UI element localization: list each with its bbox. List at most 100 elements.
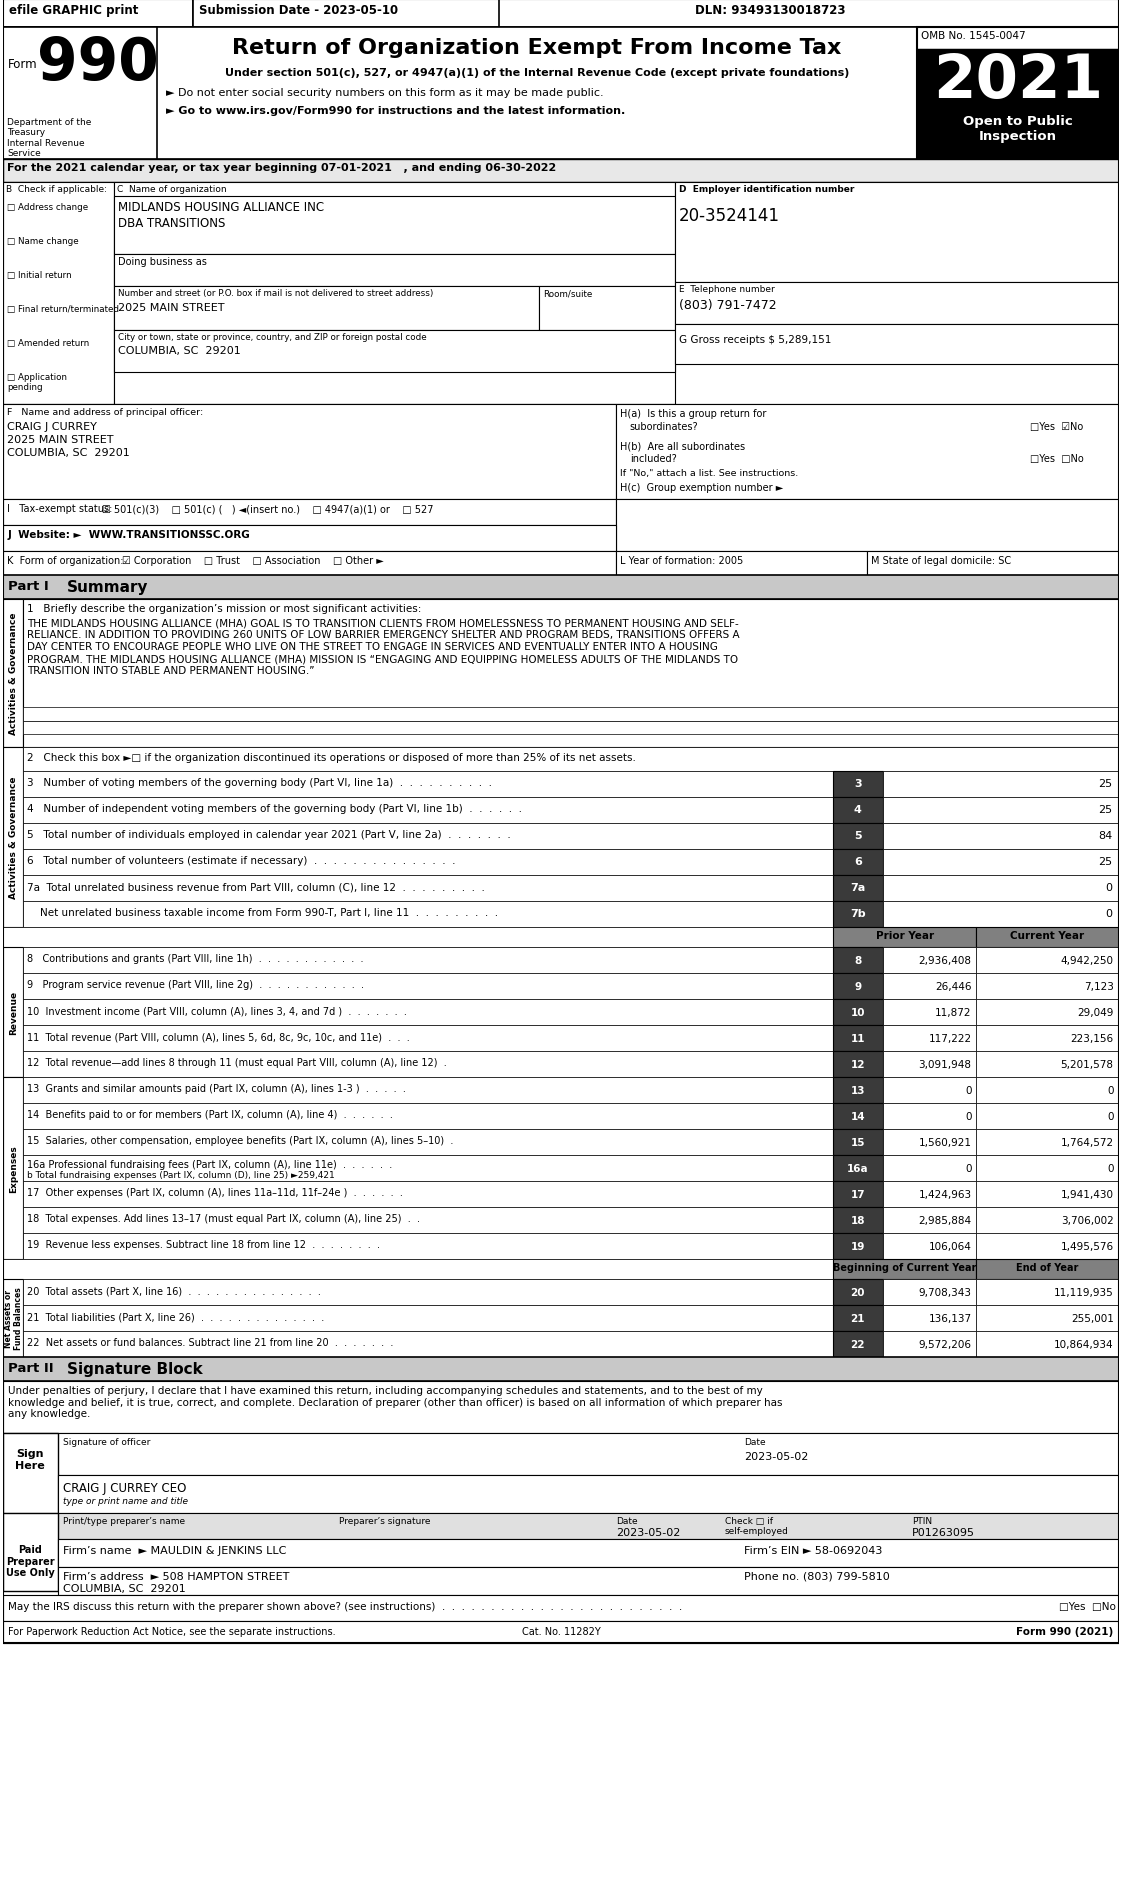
Bar — [3, 405, 1119, 501]
Text: 5: 5 — [854, 830, 861, 841]
Text: 9   Program service revenue (Part VIII, line 2g)  .  .  .  .  .  .  .  .  .  .  : 9 Program service revenue (Part VIII, li… — [27, 979, 365, 990]
Text: 20: 20 — [850, 1287, 865, 1297]
Bar — [977, 1331, 1119, 1357]
Text: Net unrelated business taxable income from Form 990-T, Part I, line 11  .  .  . : Net unrelated business taxable income fr… — [27, 907, 498, 918]
Bar — [675, 326, 1119, 365]
Text: 9: 9 — [855, 982, 861, 992]
Bar — [24, 1156, 833, 1182]
Text: PTIN: PTIN — [912, 1517, 933, 1524]
Text: 0: 0 — [965, 1086, 971, 1095]
Text: 0: 0 — [1105, 909, 1113, 918]
Bar — [833, 1156, 883, 1182]
Text: ► Do not enter social security numbers on this form as it may be made public.: ► Do not enter social security numbers o… — [166, 88, 604, 98]
Text: included?: included? — [630, 454, 676, 463]
Bar — [883, 1129, 977, 1156]
Text: 2025 MAIN STREET: 2025 MAIN STREET — [119, 303, 225, 312]
Bar — [615, 405, 1119, 501]
Bar — [977, 999, 1119, 1026]
Text: 0: 0 — [1108, 1112, 1113, 1122]
Bar — [883, 1280, 977, 1306]
Text: 13: 13 — [850, 1086, 865, 1095]
Bar — [539, 286, 675, 331]
Bar — [24, 1233, 833, 1259]
Bar — [24, 600, 1119, 747]
Text: City or town, state or province, country, and ZIP or foreign postal code: City or town, state or province, country… — [119, 333, 427, 343]
Bar — [833, 947, 883, 973]
Text: Activities & Governance: Activities & Governance — [9, 777, 18, 900]
Text: Firm’s EIN ► 58-0692043: Firm’s EIN ► 58-0692043 — [744, 1545, 883, 1555]
Text: G Gross receipts $ 5,289,151: G Gross receipts $ 5,289,151 — [679, 335, 831, 344]
Bar — [3, 1381, 1119, 1434]
Bar — [883, 1077, 977, 1103]
Bar — [24, 1129, 833, 1156]
Bar — [3, 0, 193, 28]
Bar — [24, 1208, 833, 1233]
Bar — [3, 1259, 1119, 1280]
Text: 10  Investment income (Part VIII, column (A), lines 3, 4, and 7d )  .  .  .  .  : 10 Investment income (Part VIII, column … — [27, 1005, 408, 1016]
Bar — [833, 1259, 977, 1280]
Text: 1,764,572: 1,764,572 — [1060, 1137, 1113, 1148]
Bar — [24, 1182, 833, 1208]
Text: □ Address change: □ Address change — [8, 203, 88, 213]
Bar — [3, 1513, 1119, 1539]
Bar — [883, 1331, 977, 1357]
Text: 13  Grants and similar amounts paid (Part IX, column (A), lines 1-3 )  .  .  .  : 13 Grants and similar amounts paid (Part… — [27, 1084, 406, 1093]
Bar — [977, 1156, 1119, 1182]
Bar — [3, 28, 157, 160]
Bar — [3, 183, 114, 405]
Bar — [24, 1280, 833, 1306]
Bar — [833, 772, 883, 798]
Text: I   Tax-exempt status:: I Tax-exempt status: — [8, 504, 113, 514]
Bar — [24, 721, 1119, 734]
Bar — [977, 1103, 1119, 1129]
Bar — [917, 51, 1119, 109]
Bar — [833, 973, 883, 999]
Bar — [114, 331, 675, 373]
Text: COLUMBIA, SC  29201: COLUMBIA, SC 29201 — [8, 448, 130, 457]
Text: 12  Total revenue—add lines 8 through 11 (must equal Part VIII, column (A), line: 12 Total revenue—add lines 8 through 11 … — [27, 1058, 447, 1067]
Bar — [977, 1233, 1119, 1259]
Text: 21  Total liabilities (Part X, line 26)  .  .  .  .  .  .  .  .  .  .  .  .  .  : 21 Total liabilities (Part X, line 26) .… — [27, 1312, 324, 1321]
Text: 2,936,408: 2,936,408 — [919, 956, 971, 965]
Text: D  Employer identification number: D Employer identification number — [679, 184, 855, 194]
Text: M State of legal domicile: SC: M State of legal domicile: SC — [870, 555, 1010, 566]
Text: 8: 8 — [855, 956, 861, 965]
Bar — [977, 1280, 1119, 1306]
Text: □Yes  □No: □Yes □No — [1059, 1602, 1117, 1611]
Text: □ Name change: □ Name change — [8, 237, 79, 247]
Bar — [3, 501, 615, 525]
Text: 17: 17 — [850, 1189, 865, 1199]
Text: 17  Other expenses (Part IX, column (A), lines 11a–11d, 11f–24e )  .  .  .  .  .: 17 Other expenses (Part IX, column (A), … — [27, 1188, 403, 1197]
Bar — [833, 798, 883, 824]
Bar — [24, 901, 833, 928]
Text: E  Telephone number: E Telephone number — [679, 284, 774, 294]
Text: 7,123: 7,123 — [1084, 982, 1113, 992]
Bar — [3, 928, 1119, 947]
Text: 22  Net assets or fund balances. Subtract line 21 from line 20  .  .  .  .  .  .: 22 Net assets or fund balances. Subtract… — [27, 1338, 394, 1348]
Text: 84: 84 — [1099, 830, 1113, 841]
Text: Room/suite: Room/suite — [543, 288, 592, 297]
Text: 14  Benefits paid to or for members (Part IX, column (A), line 4)  .  .  .  .  .: 14 Benefits paid to or for members (Part… — [27, 1108, 393, 1120]
Text: 2025 MAIN STREET: 2025 MAIN STREET — [8, 435, 114, 444]
Text: C  Name of organization: C Name of organization — [117, 184, 227, 194]
Text: 20  Total assets (Part X, line 16)  .  .  .  .  .  .  .  .  .  .  .  .  .  .  .: 20 Total assets (Part X, line 16) . . . … — [27, 1285, 321, 1295]
Bar — [867, 551, 1119, 576]
Bar — [24, 849, 833, 875]
Bar — [3, 1596, 1119, 1620]
Text: 2023-05-02: 2023-05-02 — [744, 1451, 808, 1460]
Bar — [24, 798, 833, 824]
Bar — [977, 1259, 1119, 1280]
Text: 22: 22 — [850, 1340, 865, 1349]
Bar — [3, 1513, 58, 1590]
Text: RELIANCE. IN ADDITION TO PROVIDING 260 UNITS OF LOW BARRIER EMERGENCY SHELTER AN: RELIANCE. IN ADDITION TO PROVIDING 260 U… — [27, 630, 739, 640]
Bar — [833, 1129, 883, 1156]
Text: Beginning of Current Year: Beginning of Current Year — [833, 1263, 977, 1272]
Text: 1,424,963: 1,424,963 — [918, 1189, 971, 1199]
Text: 2,985,884: 2,985,884 — [918, 1216, 971, 1225]
Bar — [24, 1103, 833, 1129]
Bar — [883, 1182, 977, 1208]
Bar — [24, 999, 833, 1026]
Bar — [833, 928, 977, 947]
Text: P01263095: P01263095 — [912, 1526, 975, 1538]
Bar — [883, 901, 1119, 928]
